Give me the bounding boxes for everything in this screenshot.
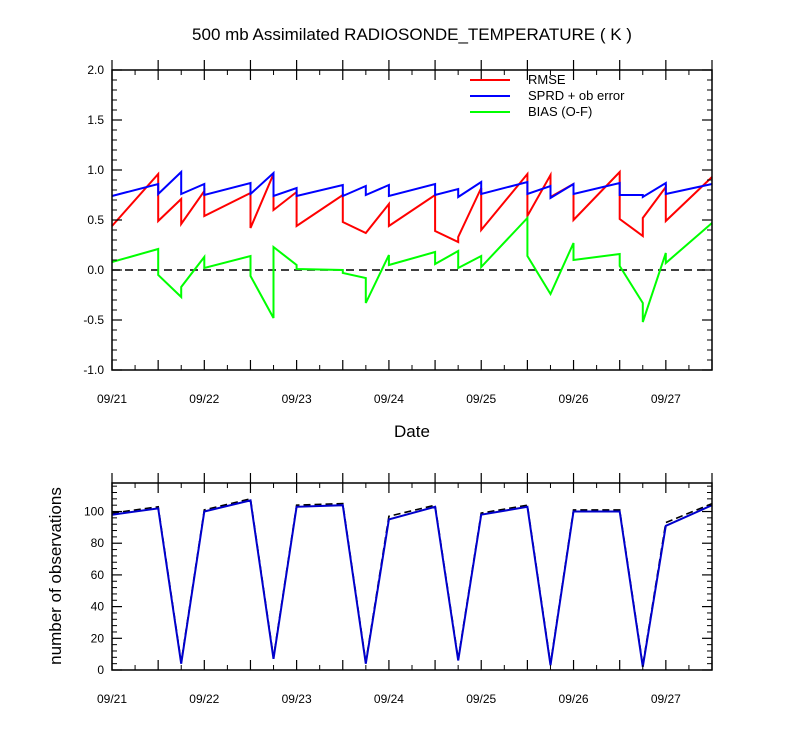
bottom-x-tick-label: 09/21	[97, 692, 127, 706]
bottom-y-tick-label: 100	[84, 505, 104, 519]
bottom-series-series-0	[111, 497, 713, 666]
rmse-chart: -1.0 -0.5 0.0 0.5 1.0 1.5 2.0 09/21 09/22 09/23 09…	[83, 60, 713, 406]
bottom-y-tick-label: 0	[97, 663, 104, 677]
top-y-tick-label: 2.0	[87, 63, 104, 77]
top-x-tick-label: 09/24	[374, 392, 404, 406]
bottom-y-tick-label: 60	[91, 568, 105, 582]
top-x-axis-title: Date	[394, 422, 430, 441]
legend-label: BIAS (O-F)	[528, 104, 592, 119]
top-x-tick-label: 09/27	[651, 392, 681, 406]
top-x-tick-label: 09/22	[189, 392, 219, 406]
top-series-bias-o-f	[111, 215, 713, 323]
top-x-tick-label: 09/25	[466, 392, 496, 406]
top-y-tick-label: 1.0	[87, 163, 104, 177]
bottom-x-tick-label: 09/27	[651, 692, 681, 706]
bottom-x-tick-label: 09/22	[189, 692, 219, 706]
top-y-tick-label: 1.5	[87, 113, 104, 127]
chart-title: 500 mb Assimilated RADIOSONDE_TEMPERATUR…	[192, 25, 632, 44]
legend-label: SPRD + ob error	[528, 88, 625, 103]
top-x-tick-label: 09/23	[282, 392, 312, 406]
top-y-tick-label: -1.0	[83, 363, 104, 377]
bottom-y-tick-label: 20	[91, 631, 105, 645]
top-x-tick-label: 09/26	[559, 392, 589, 406]
bottom-series-series-1	[111, 499, 713, 667]
legend-label: RMSE	[528, 72, 566, 87]
bottom-x-tick-label: 09/23	[282, 692, 312, 706]
top-y-tick-label: 0.5	[87, 213, 104, 227]
bottom-x-tick-label: 09/25	[466, 692, 496, 706]
observations-chart: 0 20 40 60 80 100 09/21 09/22 09/23 09/24 09/25 09/…	[84, 473, 713, 706]
top-y-tick-label: -0.5	[83, 313, 104, 327]
bottom-y-tick-label: 80	[91, 536, 105, 550]
bottom-x-tick-label: 09/24	[374, 692, 404, 706]
bottom-x-tick-label: 09/26	[559, 692, 589, 706]
top-y-tick-label: 0.0	[87, 263, 104, 277]
bottom-y-tick-label: 40	[91, 600, 105, 614]
top-series-rmse	[111, 169, 713, 244]
bottom-y-axis-title: number of observations	[46, 487, 65, 665]
top-series-sprd-ob-error	[111, 169, 713, 200]
bottom-plot-frame	[111, 482, 713, 671]
top-x-tick-label: 09/21	[97, 392, 127, 406]
